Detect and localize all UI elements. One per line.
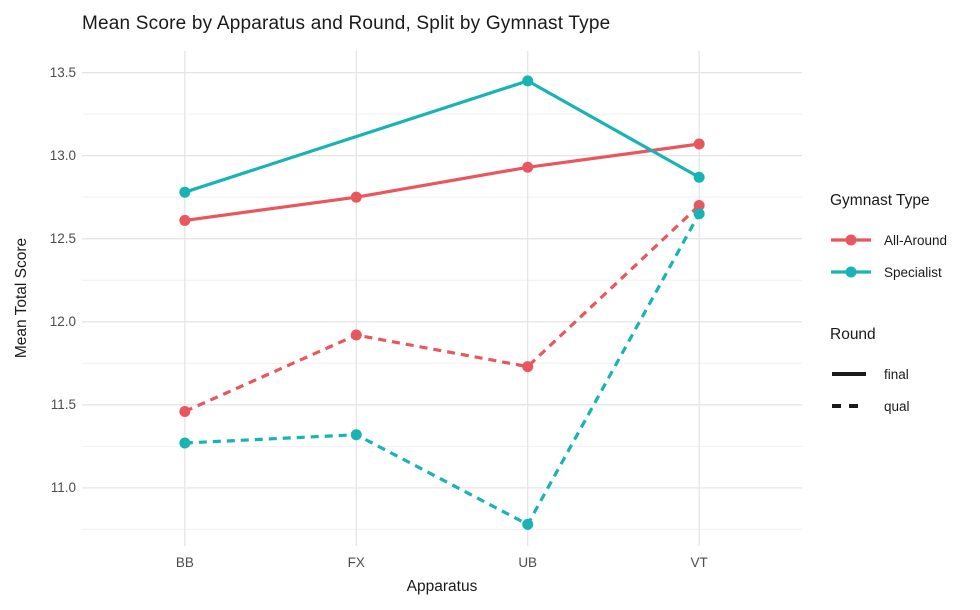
x-tick-label-ub: UB [518,555,538,570]
legend-label-qual: qual [884,398,910,414]
data-point-all-around-final-vt [693,138,705,150]
legend-group-round: Round final qual [830,324,980,422]
data-point-all-around-final-bb [179,214,191,226]
specialist-line-key-icon [831,266,871,278]
data-point-all-around-qual-fx [350,329,362,341]
legend-label-final: final [884,366,909,382]
legend-group-gymnast-type: Gymnast Type All-Around Specialist [830,190,980,288]
data-point-specialist-qual-fx [350,429,362,441]
data-point-specialist-qual-vt [693,208,705,220]
legend-header-gymnast-type: Gymnast Type [830,192,930,209]
x-tick-label-fx: FX [347,555,365,570]
data-point-all-around-qual-bb [179,405,191,417]
y-tick-label-11.0: 11.0 [50,479,76,495]
data-point-all-around-final-ub [522,161,534,173]
data-point-all-around-qual-vt [693,199,705,211]
legend-key-dot [845,266,857,278]
y-axis-title: Mean Total Score [13,237,30,359]
legend-label-specialist: Specialist [884,264,942,280]
legend-label-all-around: All-Around [884,232,948,248]
legend: Gymnast Type All-Around Specialist Round… [830,190,980,422]
y-tick-label-11.5: 11.5 [50,396,76,412]
series-line-specialist-final [184,79,700,194]
legend-item-all-around: All-Around [830,224,980,256]
x-axis-title: Apparatus [406,578,478,595]
data-point-specialist-qual-ub [522,518,534,530]
legend-item-qual: qual [830,390,980,422]
y-tick-label-13.5: 13.5 [49,64,76,80]
legend-header-round: Round [830,326,876,343]
all-around-line-key-icon [831,234,871,246]
y-tick-label-12.0: 12.0 [49,313,76,329]
legend-key-dot [845,234,857,246]
data-point-all-around-final-fx [350,191,362,203]
series-line-specialist-qual [184,213,701,527]
series-line-all-around-final [184,142,700,223]
x-tick-label-bb: BB [175,555,194,570]
data-point-specialist-final-bb [179,186,191,198]
x-tick-label-vt: VT [690,555,708,570]
legend-item-final: final [830,358,980,390]
qual-dashed-line-key-icon [832,404,866,408]
chart-title: Mean Score by Apparatus and Round, Split… [82,13,611,34]
series-line-all-around-qual [184,204,701,413]
data-point-specialist-qual-bb [179,437,191,449]
data-point-specialist-final-vt [693,171,705,183]
data-point-all-around-qual-ub [522,361,534,373]
data-point-specialist-final-ub [522,75,534,87]
y-tick-label-13.0: 13.0 [49,147,76,163]
y-tick-label-12.5: 12.5 [49,230,76,246]
final-solid-line-key-icon [832,372,866,376]
legend-item-specialist: Specialist [830,256,980,288]
